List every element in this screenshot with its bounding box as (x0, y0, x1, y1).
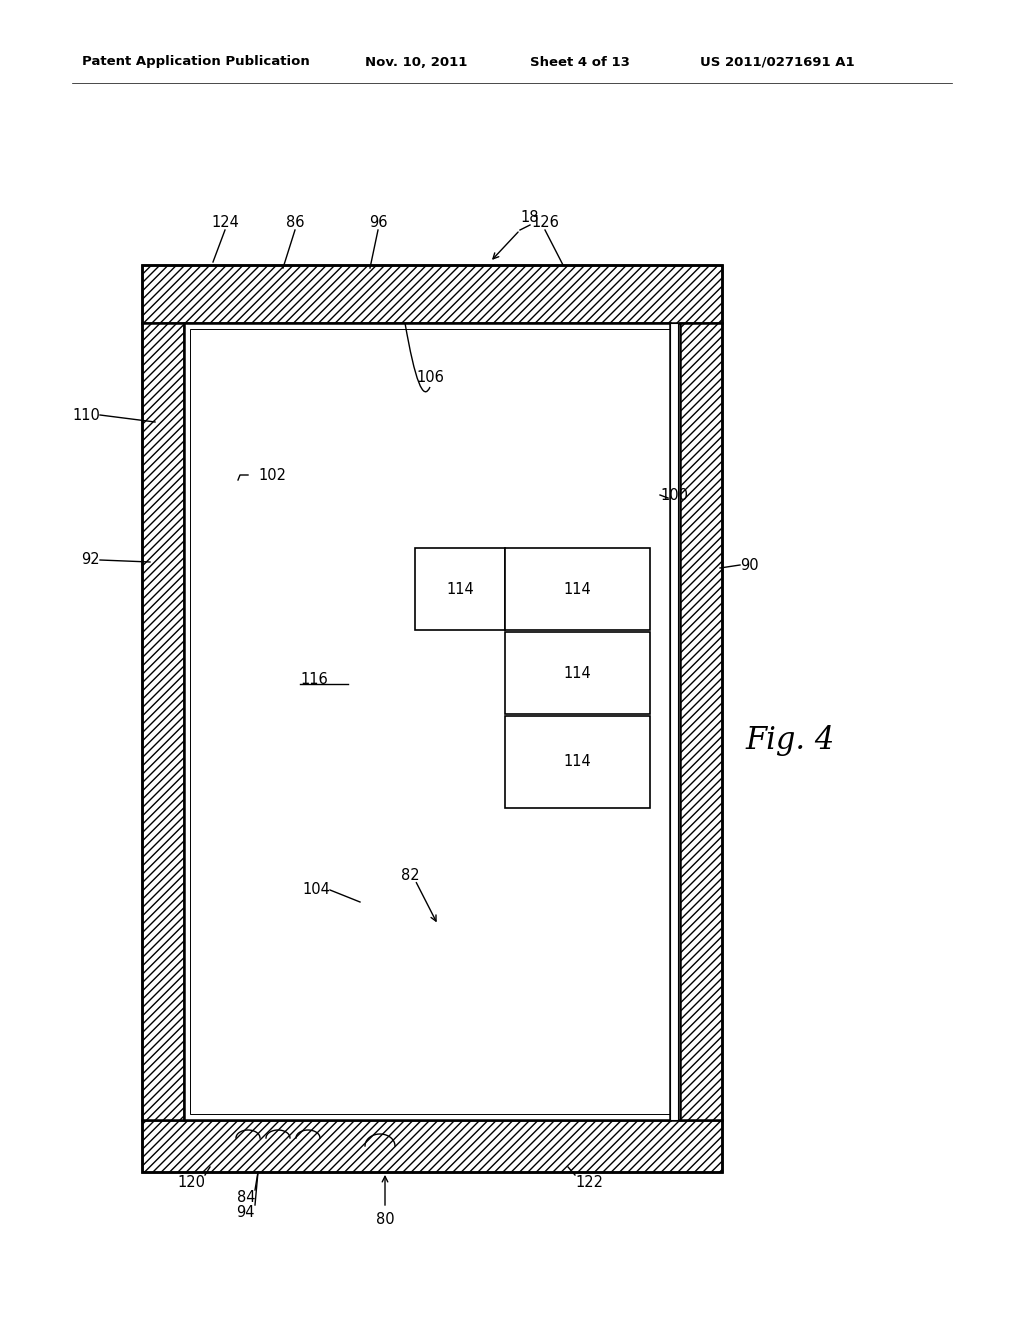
Bar (142, 265, 722, 323)
Text: 104: 104 (302, 883, 330, 898)
Bar (142, 323, 184, 1119)
Text: Fig. 4: Fig. 4 (745, 725, 835, 755)
Bar (505, 632, 650, 714)
Text: 102: 102 (258, 467, 286, 483)
Text: 82: 82 (401, 867, 420, 883)
Text: 114: 114 (446, 582, 474, 597)
Text: 92: 92 (81, 553, 100, 568)
Text: 116: 116 (300, 672, 328, 688)
Text: 84: 84 (237, 1191, 255, 1205)
Text: 114: 114 (563, 665, 592, 681)
Text: 80: 80 (376, 1212, 394, 1228)
Text: 114: 114 (563, 582, 592, 597)
Text: Patent Application Publication: Patent Application Publication (82, 55, 309, 69)
Text: 114: 114 (563, 755, 592, 770)
Text: 100: 100 (660, 487, 688, 503)
Bar (415, 548, 505, 630)
Text: 124: 124 (211, 215, 239, 230)
Text: 86: 86 (286, 215, 304, 230)
Bar (142, 1119, 722, 1172)
Text: 94: 94 (237, 1205, 255, 1220)
Bar (190, 329, 670, 1114)
Text: 106: 106 (416, 370, 444, 385)
Bar (680, 323, 722, 1119)
Text: Sheet 4 of 13: Sheet 4 of 13 (530, 55, 630, 69)
Text: 120: 120 (177, 1175, 205, 1191)
Text: 126: 126 (531, 215, 559, 230)
Bar (505, 715, 650, 808)
Text: US 2011/0271691 A1: US 2011/0271691 A1 (700, 55, 855, 69)
Text: 122: 122 (575, 1175, 603, 1191)
Bar (184, 323, 670, 1119)
Text: 90: 90 (740, 557, 759, 573)
Bar (505, 548, 650, 630)
Bar (142, 265, 722, 1172)
Text: 18: 18 (521, 210, 540, 224)
Text: 110: 110 (72, 408, 100, 422)
Text: Nov. 10, 2011: Nov. 10, 2011 (365, 55, 467, 69)
Bar (670, 323, 678, 1119)
Text: 96: 96 (369, 215, 387, 230)
